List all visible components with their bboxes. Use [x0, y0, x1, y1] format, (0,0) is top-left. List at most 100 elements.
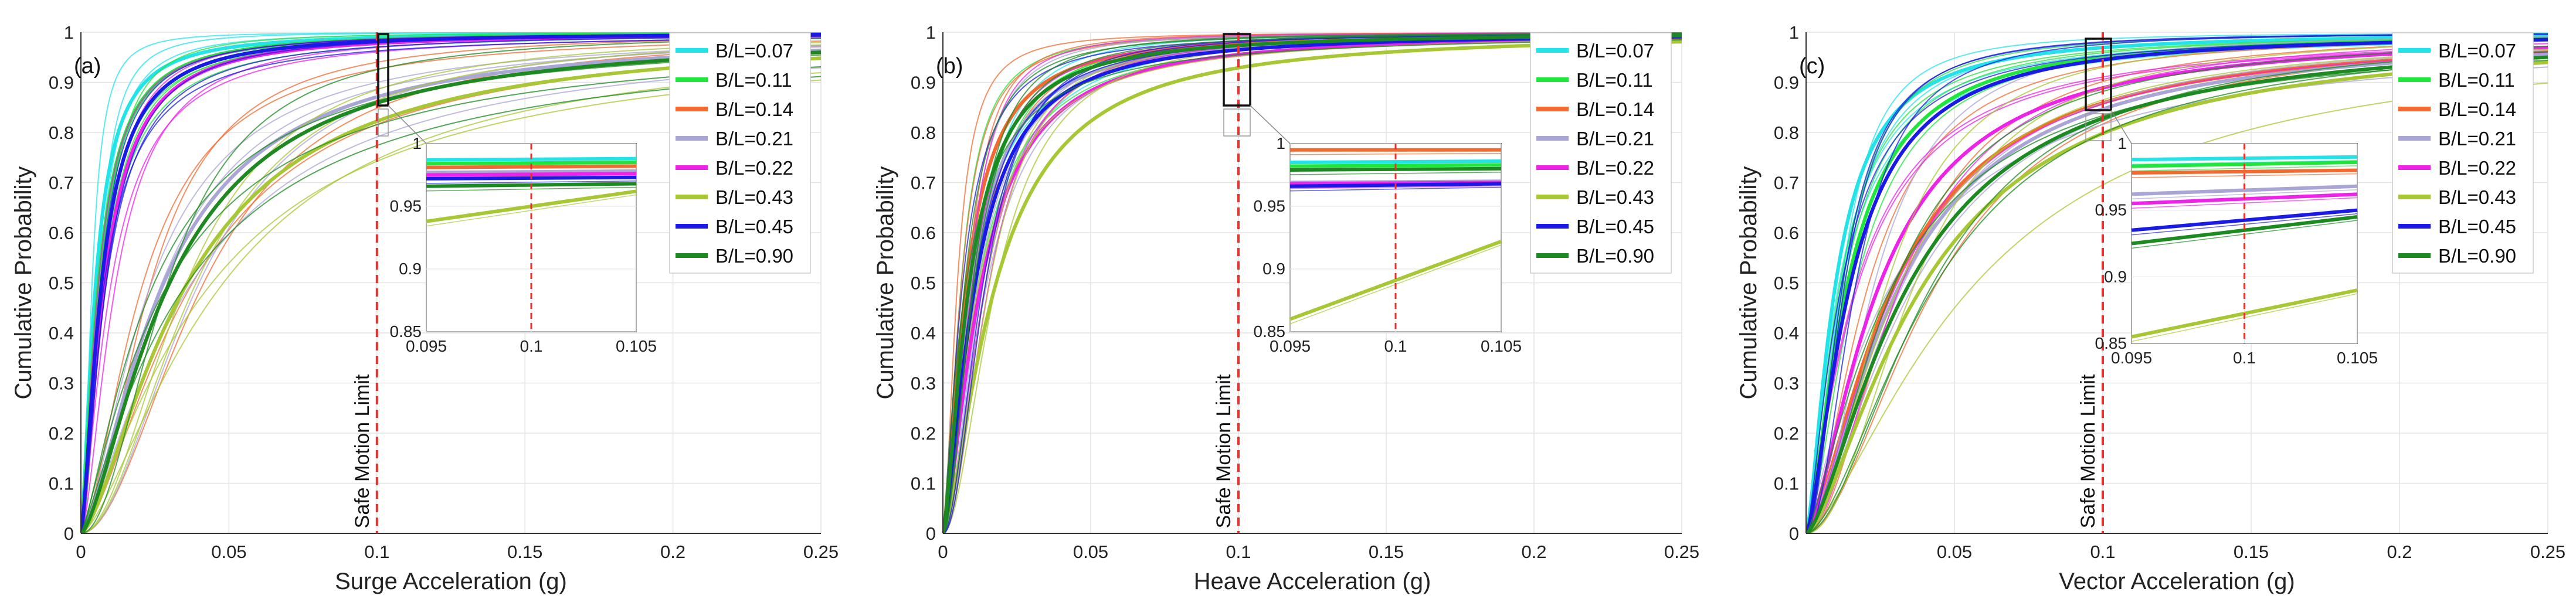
x-tick-label: 0.15: [507, 542, 542, 562]
zoom-marker: [2085, 113, 2112, 141]
legend-entry: B/L=0.21: [1576, 128, 1654, 149]
series-run-B/L=0.90: [1806, 46, 2548, 533]
legend-entry: B/L=0.11: [715, 69, 792, 91]
series-run-B/L=0.21: [81, 67, 821, 533]
x-tick-label: 0.25: [2530, 542, 2565, 562]
inset-x-tick-label: 0.105: [1481, 337, 1522, 355]
zoom-region-box: [377, 33, 389, 107]
y-tick-label: 0.3: [911, 373, 936, 394]
legend-entry: B/L=0.22: [715, 157, 793, 179]
y-tick-label: 0.9: [49, 73, 74, 93]
x-tick-label: 0.25: [1664, 542, 1699, 562]
x-axis-label: Heave Acceleration (g): [1194, 569, 1431, 594]
inset-run-B/L=0.90: [1289, 172, 1502, 175]
x-axis-label: Surge Acceleration (g): [335, 569, 567, 594]
curves: [1806, 32, 2548, 533]
inset-run-B/L=0.22: [2131, 197, 2358, 209]
legend-entry: B/L=0.21: [715, 128, 793, 149]
inset-line-B/L=0.21: [426, 169, 637, 175]
inset-x-tick-label: 0.1: [2233, 349, 2256, 367]
legend: B/L=0.07 B/L=0.11 B/L=0.14 B/L=0.21 B/L=0.22…: [1530, 32, 1672, 274]
inset-y-tick-label: 1: [412, 134, 422, 152]
series-run-B/L=0.90: [943, 33, 1682, 533]
x-tick-label: 0.05: [211, 542, 246, 562]
chart-panel-2: 0 0.1 0.2 0.3 0.4 0.5 0.6 0.7 0.8 0.9 1 0 0.05 0.1 0.1…: [873, 22, 1699, 594]
y-tick-label: 0.4: [1774, 323, 1799, 343]
zoom-region-box: [1223, 33, 1251, 107]
inset-y-tick-label: 0.9: [2104, 267, 2127, 285]
series-line-B/L=0.90: [1806, 55, 2548, 533]
y-tick-label: 0.6: [49, 223, 74, 243]
y-tick-label: 0.3: [1774, 373, 1799, 394]
series-run-B/L=0.90: [81, 54, 821, 533]
panel-label: (a): [74, 54, 101, 79]
zoom-connector: [388, 105, 427, 144]
y-tick-label: 0.1: [49, 474, 74, 494]
y-tick-label: 0.7: [1774, 173, 1799, 193]
series-line-B/L=0.21: [81, 48, 821, 533]
inset-line-B/L=0.14: [2131, 168, 2358, 175]
series-line-B/L=0.45: [1806, 38, 2548, 533]
inset-x-tick-label: 0.105: [616, 337, 657, 355]
y-tick-label: 0.1: [911, 474, 936, 494]
series-line-B/L=0.90: [81, 50, 821, 533]
x-tick-label: 0.1: [2090, 542, 2115, 562]
series-run-B/L=0.22: [943, 32, 1682, 533]
chart-panel-1: 0 0.1 0.2 0.3 0.4 0.5 0.6 0.7 0.8 0.9 1 0 0.05 0.1 0.1…: [11, 22, 839, 594]
legend-entry: B/L=0.07: [2438, 40, 2516, 62]
y-tick-label: 0: [926, 523, 936, 544]
y-tick-label: 0.6: [911, 223, 936, 243]
x-tick-label: 0.1: [1226, 542, 1251, 562]
inset-y-tick-label: 1: [1276, 134, 1285, 152]
legend: B/L=0.07 B/L=0.11 B/L=0.14 B/L=0.21 B/L=0.22…: [669, 32, 811, 274]
zoom-marker: [378, 108, 389, 137]
series-run-B/L=0.90: [81, 38, 821, 533]
zoom-connector: [1250, 105, 1291, 144]
legend-box: [669, 32, 811, 274]
x-tick-label: 0.1: [364, 542, 389, 562]
x-tick-label: 0.15: [1369, 542, 1404, 562]
y-tick-label: 1: [1789, 22, 1799, 43]
y-axis-label: Cumulative Probability: [1736, 166, 1762, 400]
y-tick-label: 0.4: [49, 323, 74, 343]
safe-motion-limit-label: Safe Motion Limit: [351, 374, 374, 528]
legend-entry: B/L=0.22: [1576, 157, 1654, 179]
legend-entry: B/L=0.43: [715, 186, 793, 208]
inset-line-B/L=0.90: [2131, 215, 2358, 246]
y-tick-label: 0.8: [911, 122, 936, 143]
series-run-B/L=0.43: [81, 72, 821, 533]
inset-y-tick-label: 0.85: [390, 322, 422, 341]
inset-y-tick-label: 0.9: [1262, 260, 1285, 278]
legend-entry: B/L=0.07: [1576, 40, 1654, 62]
curves: [943, 32, 1682, 533]
legend-entry: B/L=0.14: [2438, 98, 2516, 120]
series-line-B/L=0.21: [1806, 52, 2548, 533]
legend-entry: B/L=0.43: [2438, 186, 2516, 208]
inset-x-tick-label: 0.095: [1270, 337, 1311, 355]
legend-entry: B/L=0.90: [2438, 245, 2516, 267]
y-tick-label: 0.5: [49, 273, 74, 294]
series-line-B/L=0.07: [1806, 34, 2548, 533]
y-tick-label: 0.9: [1774, 73, 1799, 93]
series-run-B/L=0.43: [1806, 82, 2548, 533]
series-line-B/L=0.45: [943, 35, 1682, 533]
series-line-B/L=0.22: [943, 36, 1682, 533]
legend-entry: B/L=0.90: [1576, 245, 1654, 267]
safe-motion-limit-label: Safe Motion Limit: [1213, 374, 1235, 528]
y-tick-label: 0.4: [911, 323, 936, 343]
inset-y-tick-label: 0.95: [1254, 197, 1286, 215]
y-tick-label: 0.2: [49, 423, 74, 444]
y-tick-label: 0.3: [49, 373, 74, 394]
legend-entry: B/L=0.45: [2438, 216, 2516, 237]
x-tick-label: 0.05: [1937, 542, 1972, 562]
series-run-B/L=0.45: [81, 38, 821, 533]
y-tick-label: 0.7: [49, 173, 74, 193]
inset-line-B/L=0.45: [2131, 208, 2358, 232]
panel-label: (b): [936, 54, 963, 79]
inset-run-B/L=0.07: [2131, 159, 2358, 165]
series-run-B/L=0.22: [1806, 46, 2548, 533]
series-run-B/L=0.21: [81, 45, 821, 533]
series-run-B/L=0.90: [81, 66, 821, 533]
x-tick-label: 0: [938, 542, 948, 562]
